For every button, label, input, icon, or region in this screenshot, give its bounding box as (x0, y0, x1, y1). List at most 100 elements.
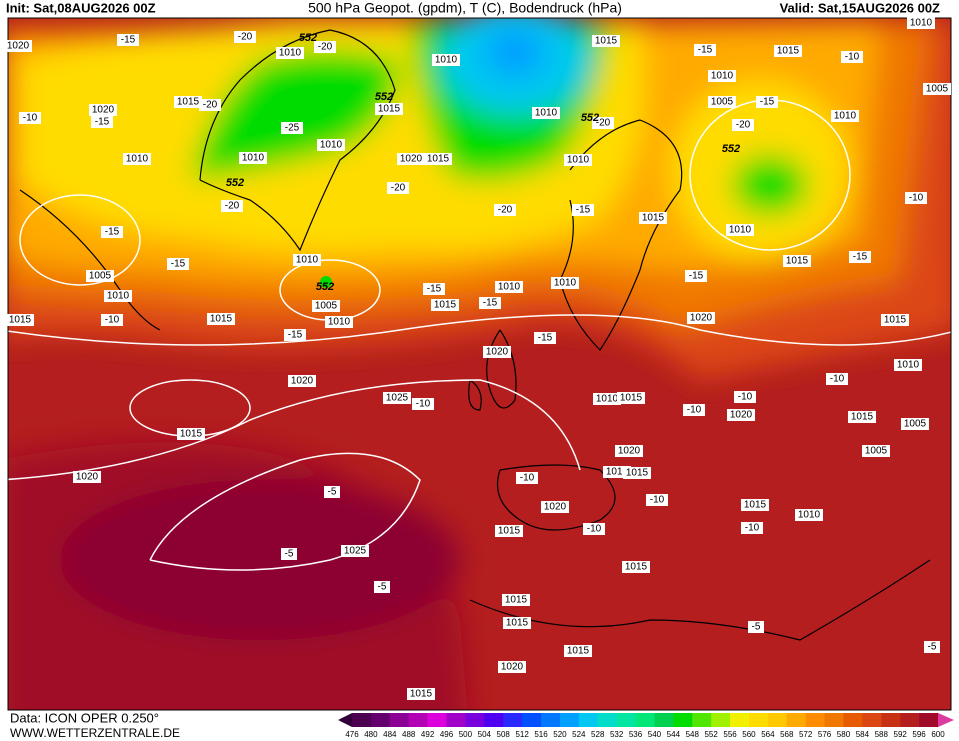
colorbar-swatch (408, 713, 429, 727)
pressure-label: 1010 (126, 154, 149, 165)
temperature-label: -25 (285, 123, 300, 134)
colorbar-swatch (370, 713, 391, 727)
pressure-label: 1015 (744, 500, 767, 511)
label-box (341, 545, 369, 557)
pressure-label: 1010 (834, 111, 857, 122)
label-box (312, 300, 340, 312)
label-box (502, 594, 530, 606)
label-box (407, 688, 435, 700)
label-box (741, 499, 769, 511)
temperature-label: -15 (689, 271, 704, 282)
colorbar-label: 572 (799, 730, 813, 739)
pressure-label: 1005 (315, 301, 338, 312)
colorbar-swatch (805, 713, 826, 727)
pressure-label: 1020 (400, 154, 423, 165)
colorbar-arrow-low (338, 713, 352, 727)
pressure-label: 1010 (606, 467, 629, 478)
temperature-label: -5 (328, 487, 337, 498)
label-box (424, 153, 452, 165)
pressure-label: 1005 (904, 419, 927, 430)
colorbar-swatch (786, 713, 807, 727)
colorbar-swatch (522, 713, 542, 727)
colorbar-label: 528 (591, 730, 605, 739)
label-box (101, 314, 123, 326)
label-box (726, 224, 754, 236)
pressure-label: 1010 (897, 360, 920, 371)
pressure-label: 1015 (777, 46, 800, 57)
temperature-label: -15 (538, 333, 553, 344)
temperature-label: -10 (23, 113, 38, 124)
pressure-label: 1020 (486, 347, 509, 358)
colorbar-swatch (711, 713, 731, 727)
label-box (687, 312, 715, 324)
label-box (894, 359, 922, 371)
colorbar-label: 500 (459, 730, 473, 739)
colorbar-swatch (578, 713, 599, 727)
pressure-label: 1015 (786, 256, 809, 267)
colorbar-swatch (692, 713, 712, 727)
colorbar-label: 532 (610, 730, 624, 739)
label-box (19, 112, 41, 124)
pressure-label: 1010 (107, 291, 130, 302)
label-box (288, 375, 316, 387)
label-box (73, 471, 101, 483)
pressure-label: 1010 (296, 255, 319, 266)
colorbar-swatch (597, 713, 618, 727)
pressure-label: 1005 (926, 84, 949, 95)
temperature-label: -20 (238, 32, 253, 43)
colorbar-swatch (541, 713, 561, 727)
label-box (783, 255, 811, 267)
colorbar-arrow-high (938, 713, 954, 727)
label-box (101, 226, 123, 238)
label-box (841, 51, 863, 63)
label-box (774, 45, 802, 57)
init-time: Init: Sat,08AUG2026 00Z (6, 0, 156, 15)
label-box (91, 116, 113, 128)
colorbar-label: 524 (572, 730, 586, 739)
temperature-label: -20 (318, 42, 333, 53)
colorbar-swatch (446, 713, 466, 727)
valid-time: Valid: Sat,15AUG2026 00Z (780, 0, 940, 15)
colorbar-swatch (673, 713, 693, 727)
colorbar-swatch (881, 713, 901, 727)
colorbar-swatch (748, 713, 769, 727)
colorbar-swatch (389, 713, 410, 727)
geopotential-label: 552 (316, 281, 334, 293)
pressure-label: 1020 (618, 446, 641, 457)
label-box (708, 96, 736, 108)
label-box (741, 522, 763, 534)
colorbar-label: 504 (478, 730, 492, 739)
pressure-label: 1010 (242, 153, 265, 164)
label-box (551, 277, 579, 289)
temperature-label: -20 (203, 100, 218, 111)
label-box (639, 212, 667, 224)
label-box (207, 313, 235, 325)
label-box (479, 297, 501, 309)
temperature-label: -10 (520, 473, 535, 484)
label-box (123, 153, 151, 165)
colorbar-label: 548 (686, 730, 700, 739)
temperature-label: -15 (760, 97, 775, 108)
label-box (617, 392, 645, 404)
pressure-label: 1015 (427, 154, 450, 165)
label-box (104, 290, 132, 302)
label-box (4, 40, 32, 52)
pressure-label: 1010 (320, 140, 343, 151)
colorbar-label: 520 (553, 730, 567, 739)
temperature-label: -20 (391, 183, 406, 194)
colorbar-swatch (654, 713, 674, 727)
colorbar-label: 492 (421, 730, 435, 739)
pressure-label: 1010 (435, 55, 458, 66)
pressure-label: 1020 (92, 105, 115, 116)
label-box (727, 409, 755, 421)
label-box (924, 641, 940, 653)
map-labels: 1020 -15 -20 1010 -20 1010 1015 -15 1015 -10 1010 1… (4, 17, 951, 700)
label-box (86, 270, 114, 282)
label-box (503, 617, 531, 629)
label-box (324, 486, 340, 498)
label-box (862, 445, 890, 457)
colorbar-swatch (616, 713, 637, 727)
pressure-label: 1015 (595, 36, 618, 47)
